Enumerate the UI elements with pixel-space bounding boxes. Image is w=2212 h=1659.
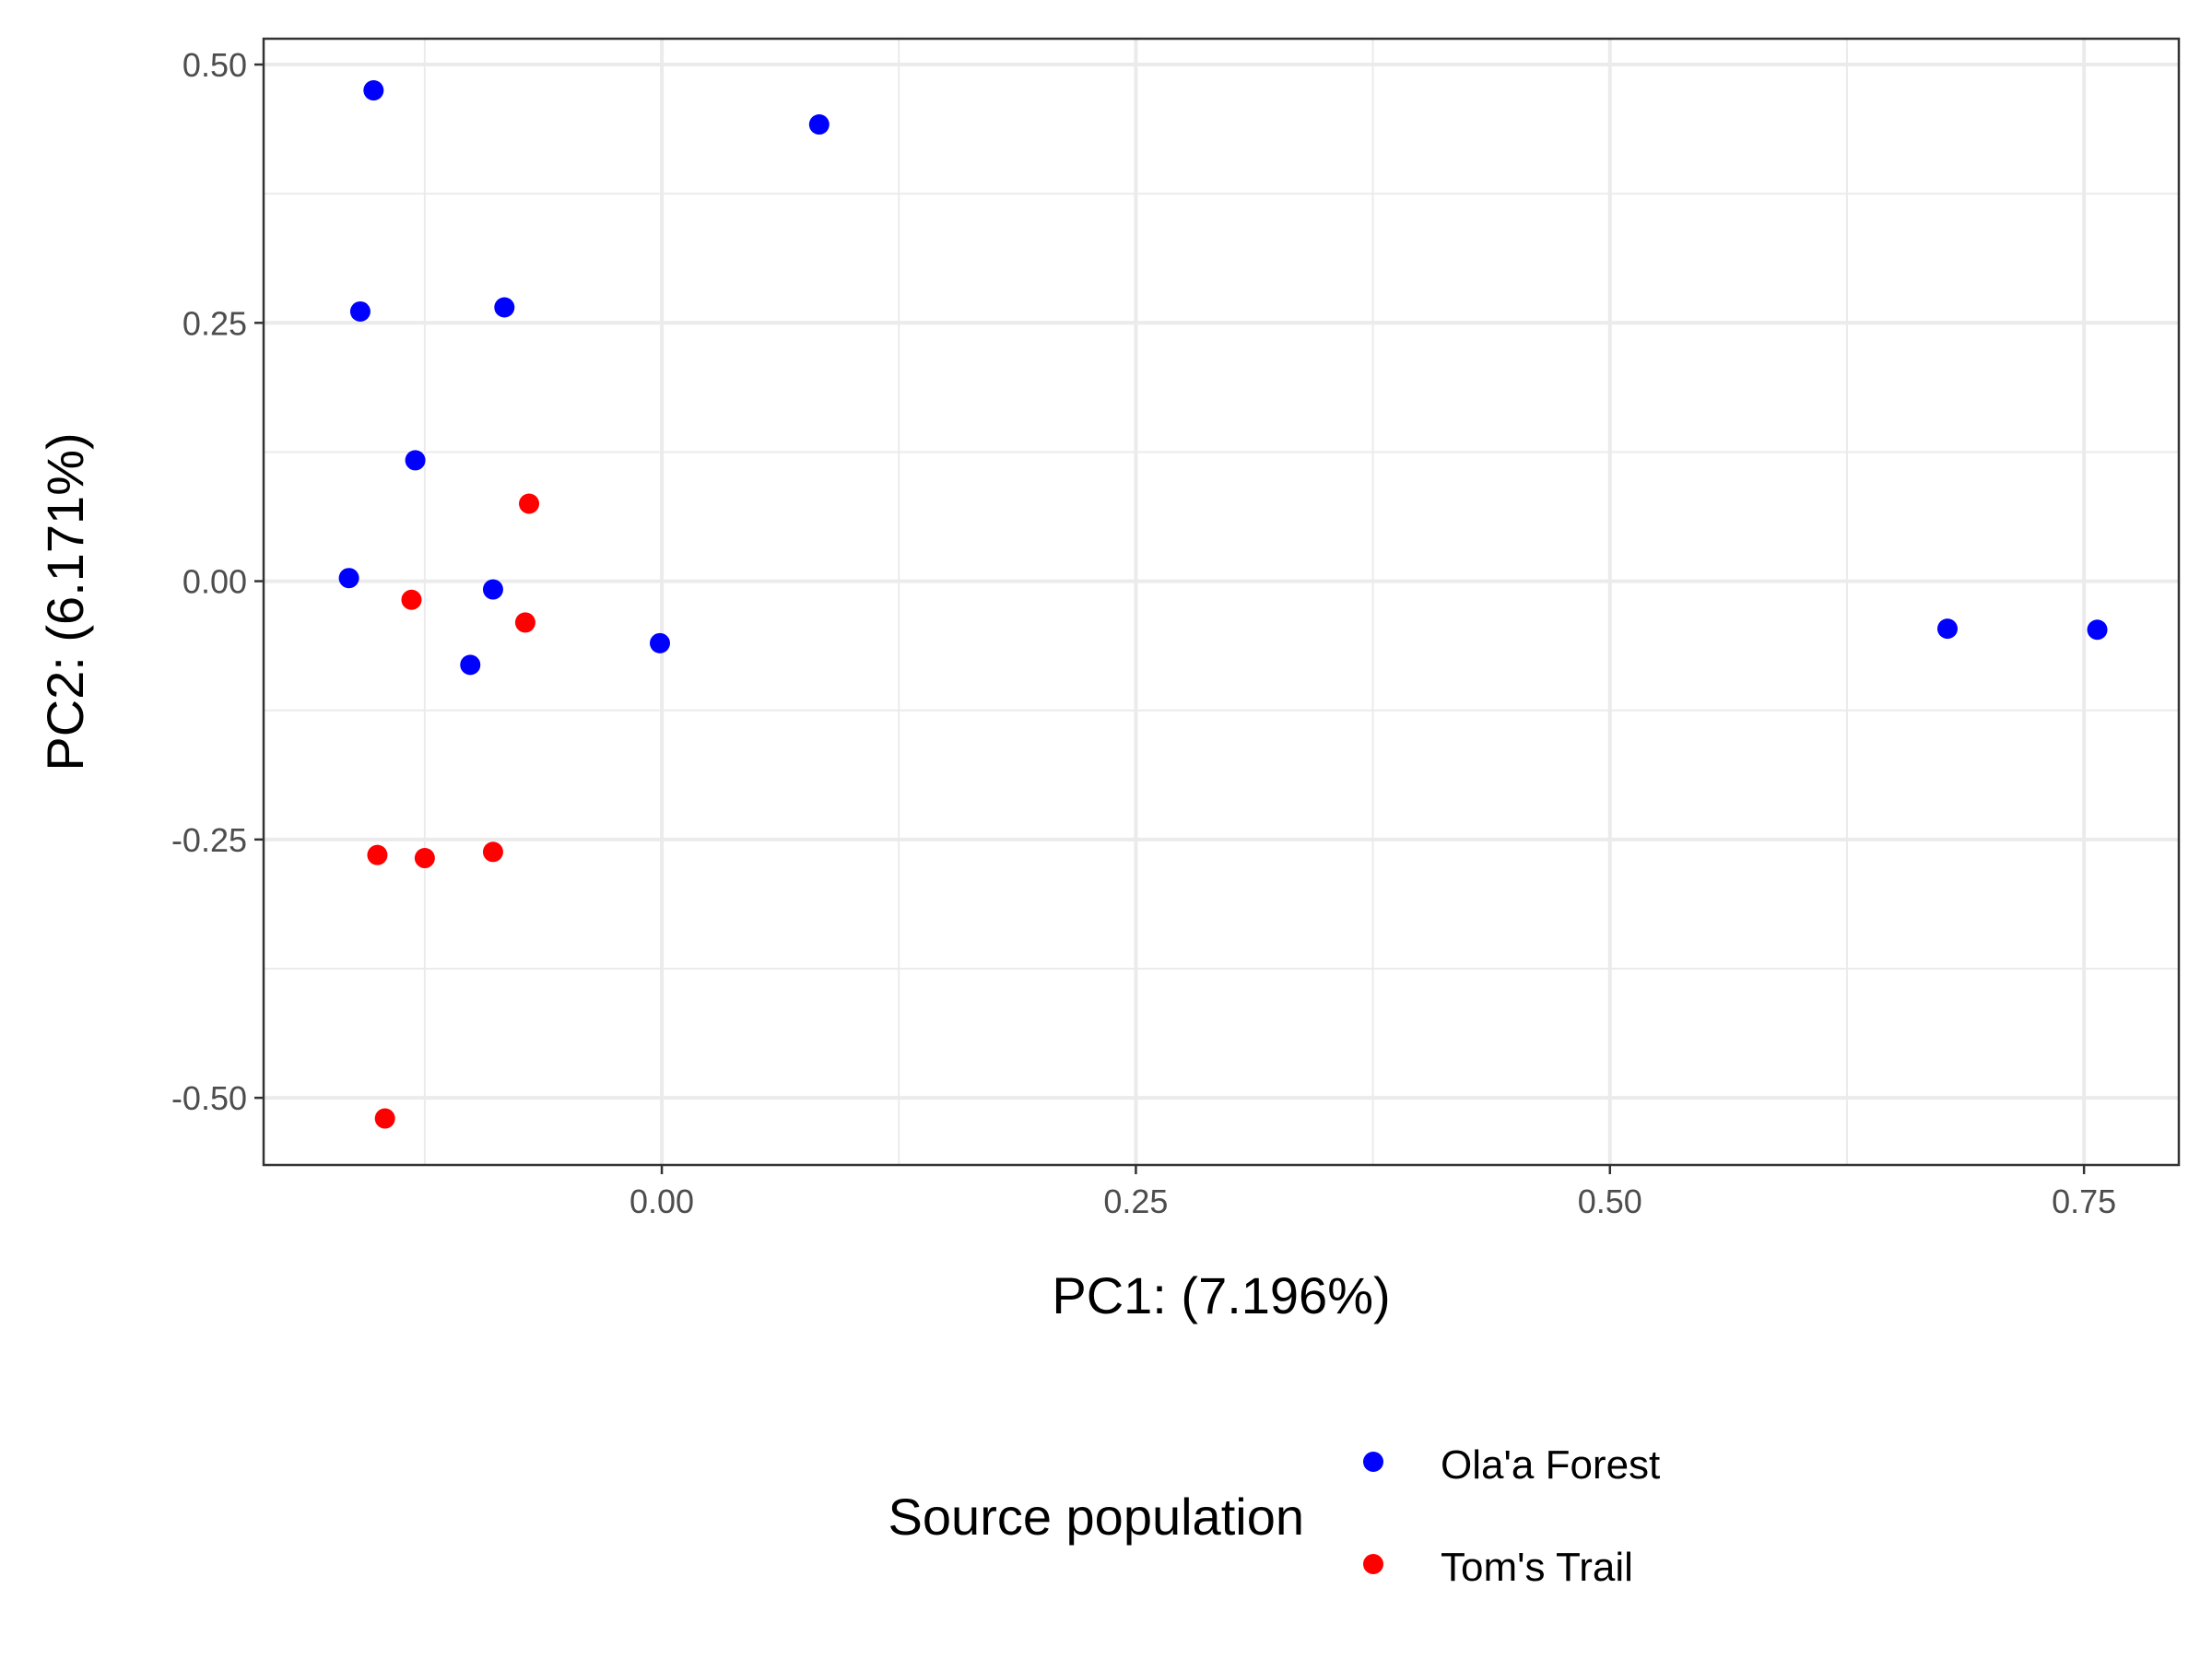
x-tick-label: 0.50 bbox=[1578, 1182, 1642, 1220]
x-tick-label: 0.00 bbox=[629, 1182, 694, 1220]
data-point-olaa-forest bbox=[363, 80, 384, 101]
data-point-toms-trail bbox=[482, 841, 503, 863]
data-point-olaa-forest bbox=[494, 297, 515, 318]
data-point-olaa-forest bbox=[405, 450, 426, 471]
major-gridlines bbox=[264, 39, 2179, 1165]
data-point-toms-trail bbox=[374, 1108, 395, 1129]
data-point-olaa-forest bbox=[808, 114, 830, 135]
data-point-olaa-forest bbox=[482, 579, 503, 600]
y-tick-label: 0.50 bbox=[182, 46, 247, 84]
data-point-toms-trail bbox=[519, 493, 540, 514]
y-axis: 0.50 0.25 0.00 -0.25 -0.50 bbox=[171, 46, 264, 1117]
plot-panel bbox=[264, 39, 2179, 1165]
data-point-toms-trail bbox=[367, 844, 388, 865]
data-point-olaa-forest bbox=[650, 632, 671, 653]
y-tick-label: 0.00 bbox=[182, 563, 247, 601]
y-tick-label: -0.50 bbox=[171, 1079, 247, 1117]
data-point-toms-trail bbox=[514, 612, 535, 633]
x-tick-label: 0.75 bbox=[2052, 1182, 2116, 1220]
legend: Source population Ola'a Forest Tom's Tra… bbox=[888, 1442, 1661, 1590]
legend-key-toms-trail bbox=[1363, 1554, 1383, 1574]
plot-border bbox=[262, 37, 2181, 1167]
data-points bbox=[338, 80, 2108, 1129]
data-point-olaa-forest bbox=[338, 568, 359, 589]
data-point-olaa-forest bbox=[460, 654, 481, 676]
data-point-toms-trail bbox=[414, 848, 435, 869]
data-point-olaa-forest bbox=[2087, 619, 2108, 641]
legend-label-olaa-forest: Ola'a Forest bbox=[1441, 1442, 1660, 1488]
x-axis-title: PC1: (7.196%) bbox=[1052, 1266, 1390, 1324]
data-point-olaa-forest bbox=[1936, 618, 1958, 640]
data-point-toms-trail bbox=[401, 589, 422, 610]
data-point-olaa-forest bbox=[349, 300, 371, 322]
legend-title: Source population bbox=[888, 1488, 1304, 1546]
y-axis-title: PC2: (6.171%) bbox=[36, 432, 94, 771]
legend-label-toms-trail: Tom's Trail bbox=[1441, 1545, 1633, 1590]
minor-gridlines bbox=[264, 39, 2179, 1165]
y-tick-label: 0.25 bbox=[182, 304, 247, 342]
x-tick-label: 0.25 bbox=[1103, 1182, 1168, 1220]
legend-key-olaa-forest bbox=[1363, 1452, 1383, 1472]
y-tick-label: -0.25 bbox=[171, 821, 247, 859]
x-axis: 0.00 0.25 0.50 0.75 bbox=[629, 1165, 2116, 1220]
